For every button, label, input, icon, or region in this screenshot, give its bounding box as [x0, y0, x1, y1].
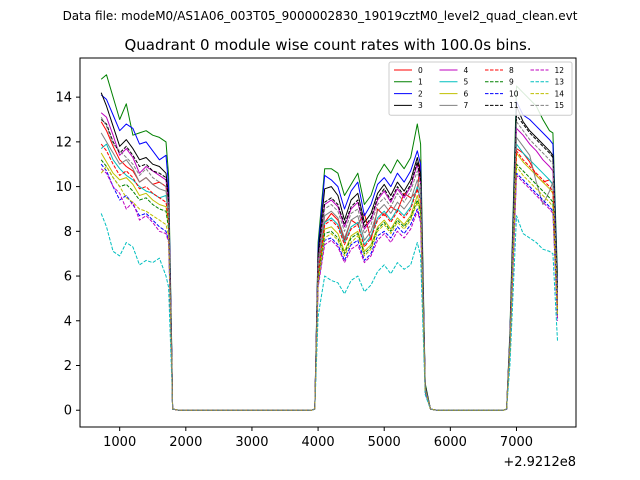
series-layer — [100, 74, 558, 411]
legend-label-6: 6 — [464, 89, 469, 98]
y-tick-label: 4 — [64, 314, 72, 329]
y-tick-label: 14 — [55, 91, 72, 106]
x-tick-label: 7000 — [500, 435, 533, 450]
x-tick-label: 3000 — [235, 435, 268, 450]
x-tick-label: 5000 — [368, 435, 401, 450]
y-tick-label: 12 — [55, 135, 72, 150]
plot-area — [80, 58, 576, 427]
legend-label-13: 13 — [555, 78, 565, 87]
legend-label-15: 15 — [555, 101, 565, 110]
legend-label-7: 7 — [464, 101, 469, 110]
chart-title: Quadrant 0 module wise count rates with … — [124, 36, 531, 54]
plot-frame — [79, 57, 577, 428]
legend-label-11: 11 — [509, 101, 519, 110]
x-offset-label: +2.9212e8 — [503, 455, 576, 470]
axis-layer: 1000 2000 3000 4000 5000 6000 7000 0 2 4 6 8 10 12 14 — [55, 91, 533, 450]
y-tick-label: 10 — [55, 180, 72, 195]
chart-suptitle: Data file: modeM0/AS1A06_003T05_90000028… — [63, 9, 578, 23]
series-line-15 — [100, 117, 558, 411]
y-tick-label: 6 — [64, 270, 72, 285]
legend-label-9: 9 — [509, 78, 514, 87]
y-tick-label: 0 — [64, 404, 72, 419]
legend-label-8: 8 — [509, 66, 514, 75]
x-tick-label: 6000 — [434, 435, 467, 450]
legend-label-3: 3 — [418, 101, 423, 110]
legend-label-2: 2 — [418, 89, 423, 98]
legend-label-12: 12 — [555, 66, 565, 75]
x-tick-label: 2000 — [169, 435, 202, 450]
legend-label-14: 14 — [555, 89, 565, 98]
series-line-12 — [100, 168, 558, 411]
legend-label-5: 5 — [464, 78, 469, 87]
series-line-14 — [100, 166, 558, 411]
x-tick-label: 1000 — [103, 435, 136, 450]
legend-label-10: 10 — [509, 89, 519, 98]
y-tick-label: 2 — [64, 359, 72, 374]
legend-label-0: 0 — [418, 66, 423, 75]
legend-label-1: 1 — [418, 78, 423, 87]
x-tick-label: 4000 — [302, 435, 335, 450]
legend-label-4: 4 — [464, 66, 469, 75]
y-tick-label: 8 — [64, 225, 72, 240]
legend-box — [388, 61, 573, 116]
series-line-13 — [100, 213, 558, 411]
